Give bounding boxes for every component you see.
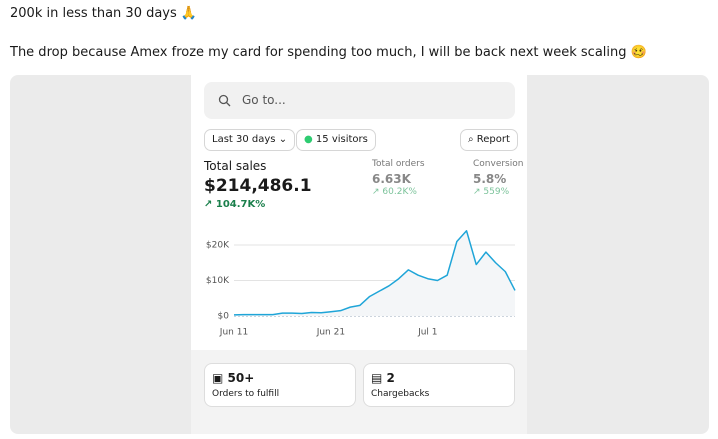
card-value: 2 [386,371,395,385]
metric-value: $214,486.1 [204,176,312,196]
y-tick-label: $10K [206,276,230,286]
x-tick-label: Jun 21 [316,328,345,338]
report-button[interactable]: ⌕ Report [460,129,518,151]
date-range: Last 30 days [212,134,276,145]
metric-label: Total sales [204,159,267,173]
metric-label: Conversion rate [473,159,527,169]
search-bar[interactable]: Go to... [204,82,515,119]
card-label: Orders to fulfill [212,389,280,399]
card[interactable]: ▤ 2 Chargebacks [363,363,515,407]
metric-change: 559% [483,187,510,197]
date-range-button[interactable]: Last 30 days ⌄ [204,129,296,151]
line [233,230,516,316]
card-value: 50+ [227,371,255,385]
metric-value: 6.63K [372,172,411,186]
area [234,230,515,316]
dashboard: Go to... Last 30 days ⌄ ● 15 visitors ⌕ … [191,75,527,434]
x-tick-label: Jun 11 [219,328,248,338]
y-tick-label: $20K [206,241,230,251]
y-tick-label: $0 [218,312,230,322]
metric-change: 104.7K% [215,199,266,210]
visitors-button[interactable]: ● 15 visitors [296,129,376,151]
x-tick-label: Jul 1 [417,328,437,338]
visitors: 15 visitors [315,134,368,145]
report: Report [476,134,510,145]
search-icon [218,94,231,107]
search-placeholder: Go to... [242,93,286,107]
card[interactable]: ▣ 50+ Orders to fulfill [204,363,356,407]
metric-label: Total orders [372,159,425,169]
card-label: Chargebacks [371,389,430,399]
sales-chart: $0 $10K $20K Jun 11 Jun 21 Jul 1 [206,230,516,338]
dashboard-top: Go to... Last 30 days ⌄ ● 15 visitors ⌕ … [191,75,527,350]
metric-value: 5.8% [473,172,507,186]
post-line: The drop because Amex froze my card for … [10,45,647,60]
post-line: 200k in less than 30 days 🙏 [10,6,198,21]
metric-change: 60.2K% [382,187,417,197]
